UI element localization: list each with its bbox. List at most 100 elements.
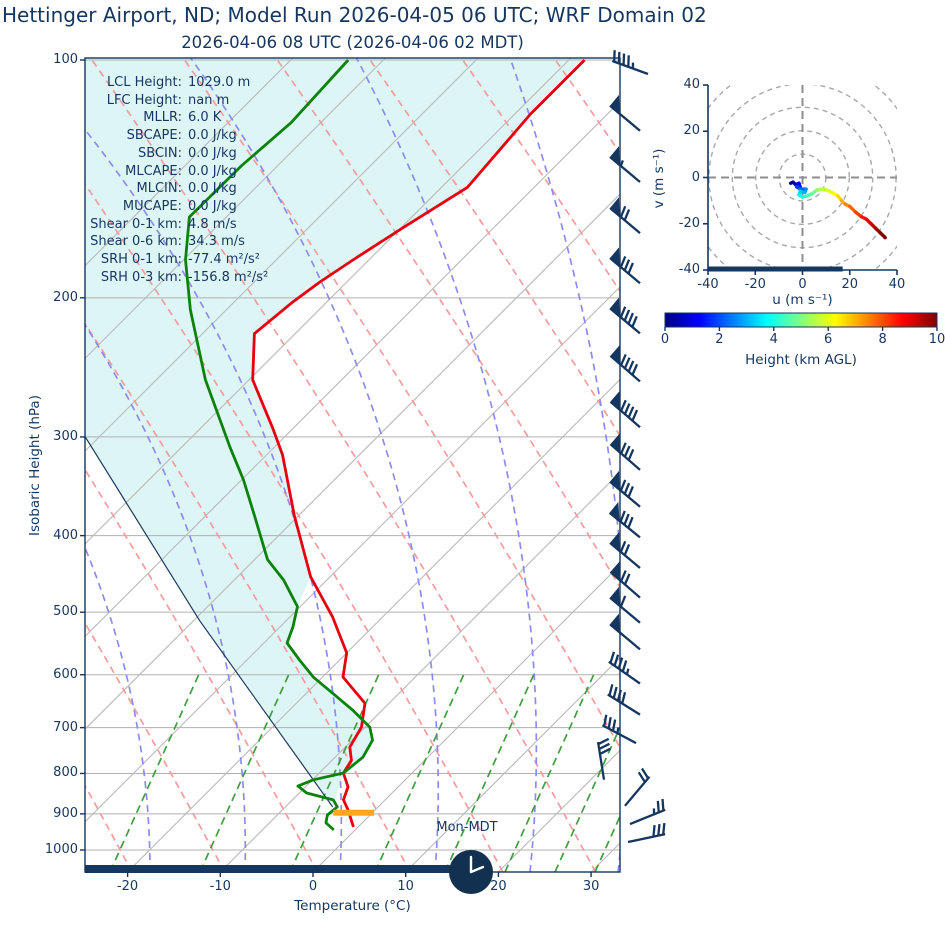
skewt-y-tick-label: 100 [53, 52, 78, 67]
colorbar-tick-label: 4 [769, 332, 778, 347]
wind-barb-icon [609, 613, 641, 651]
stat-value: -156.8 m²/s² [188, 269, 269, 285]
hodograph-y-tick-label: -20 [678, 215, 700, 231]
wind-barb-column [596, 50, 666, 844]
wind-barb-icon [609, 297, 641, 335]
stat-label: SBCIN: [138, 145, 182, 161]
stat-value: nan m [188, 92, 230, 108]
stat-label: MLLR: [143, 110, 182, 126]
hodograph-y-tick-label: 40 [683, 77, 700, 92]
stat-row: LCL Height: 1029.0 m [50, 74, 268, 92]
wind-barb-icon [601, 714, 637, 745]
stat-value: 4.8 m/s [188, 216, 237, 232]
skewt-y-tick-label: 600 [53, 666, 78, 682]
surface-pressure-bar [85, 865, 450, 873]
hodograph-x-axis-label: u (m s⁻¹) [772, 292, 833, 308]
skewt-y-tick-label: 300 [53, 428, 78, 444]
wind-barb-icon [609, 532, 641, 569]
wind-barb-icon [596, 737, 611, 780]
hodograph-y-tick-label: 20 [683, 123, 700, 139]
stat-row: MUCAPE: 0.0 J/kg [50, 198, 268, 216]
wind-barb-icon [609, 247, 641, 285]
stat-label: LCL Height: [106, 75, 182, 90]
stat-value: 34.3 m/s [188, 234, 245, 250]
stat-value: 0.0 J/kg [188, 145, 237, 161]
skewt-y-tick-label: 1000 [44, 842, 78, 857]
stat-label: MLCAPE: [125, 163, 182, 179]
wind-barb-icon [624, 767, 651, 807]
stat-label: Shear 0-1 km: [90, 216, 182, 232]
colorbar-tick-label: 2 [715, 332, 724, 347]
moist-adiabats [85, 58, 620, 872]
stat-value: 0.0 J/kg [188, 128, 237, 144]
shaded-region [85, 58, 588, 807]
stat-row: MLLR: 6.0 K [50, 109, 268, 127]
skewt-x-tick-label: 10 [397, 879, 414, 894]
skewt-x-tick-label: -10 [209, 879, 231, 894]
hodograph-x-tick-label: 20 [841, 277, 859, 292]
wind-barb-icon [609, 561, 641, 599]
skewt-y-tick-label: 700 [53, 719, 78, 735]
hodograph-x-tick-label: 40 [888, 277, 906, 292]
hodograph-trace [788, 180, 887, 240]
skewt-y-tick-label: 400 [53, 527, 78, 543]
stat-label: SBCAPE: [126, 128, 182, 144]
skewt-y-axis-label: Isobaric Height (hPa) [27, 395, 43, 536]
wind-barb-icon [609, 197, 641, 234]
stat-row: SBCAPE: 0.0 J/kg [50, 127, 268, 145]
colorbar-tick-label: 8 [878, 332, 887, 347]
stat-label: SRH 0-3 km: [100, 269, 182, 285]
skewt-y-tick-label: 200 [53, 289, 78, 305]
pressure-gridlines [85, 59, 620, 851]
stat-value: 0.0 J/kg [188, 181, 237, 197]
stat-label: MLCIN: [136, 181, 182, 197]
wind-barb-icon [609, 470, 641, 508]
stat-row: MLCIN: 0.0 J/kg [50, 180, 268, 198]
wind-barb-icon [608, 651, 641, 685]
stat-row: SRH 0-3 km: -156.8 m²/s² [50, 269, 268, 287]
stat-row: SBCIN: 0.0 J/kg [50, 145, 268, 163]
wind-barb-icon [627, 822, 666, 844]
sounding-stats-panel: LCL Height: 1029.0 m LFC Height: nan m MLLR:… [50, 74, 268, 286]
skewt-y-tick-label: 800 [53, 765, 78, 781]
hodograph-y-tick-label: -40 [678, 262, 700, 277]
stat-value: 0.0 J/kg [188, 163, 237, 179]
stat-label: SRH 0-1 km: [100, 252, 182, 268]
hodograph-grid [708, 85, 897, 270]
hodograph-y-tick-label: 0 [691, 169, 700, 185]
skewt-x-tick-label: -20 [116, 879, 139, 894]
stat-row: Shear 0-6 km: 34.3 m/s [50, 233, 268, 251]
clock-icon [449, 850, 493, 894]
hodograph-x-tick-label: -20 [744, 277, 766, 292]
skewt-x-tick-label: 30 [582, 879, 600, 894]
parcel-profile-line [85, 436, 334, 808]
height-colorbar [664, 312, 938, 328]
skewt-y-tick-label: 500 [53, 604, 78, 620]
wind-barb-icon [609, 433, 641, 471]
colorbar-tick-label: 6 [824, 332, 833, 347]
stat-label: Shear 0-6 km: [90, 234, 182, 250]
skewt-y-tick-label: 900 [53, 805, 78, 821]
wind-barb-icon [607, 684, 641, 716]
wind-barb-icon [609, 586, 641, 624]
stat-label: MUCAPE: [122, 198, 182, 214]
stat-value: 0.0 J/kg [188, 198, 237, 214]
stat-value: 1029.0 m [188, 75, 251, 90]
wind-barb-icon [609, 146, 641, 183]
colorbar-ticks [664, 327, 938, 331]
stat-value: 6.0 K [188, 110, 222, 126]
skewt-x-tick-label: 20 [490, 879, 507, 894]
hodograph-surface-bar [708, 266, 843, 272]
stat-row: SRH 0-1 km: -77.4 m²/s² [50, 251, 268, 269]
wind-barb-icon [611, 50, 649, 76]
wind-barb-icon [608, 501, 641, 539]
dry-adiabats [85, 58, 620, 872]
page-title: Hettinger Airport, ND; Model Run 2026-04… [2, 3, 707, 27]
skewt-background [85, 58, 620, 872]
colorbar-label: Height (km AGL) [745, 352, 857, 368]
stat-row: Shear 0-1 km: 4.8 m/s [50, 216, 268, 234]
hodograph-x-tick-label: -40 [697, 277, 719, 292]
stat-value: -77.4 m²/s² [188, 252, 261, 268]
